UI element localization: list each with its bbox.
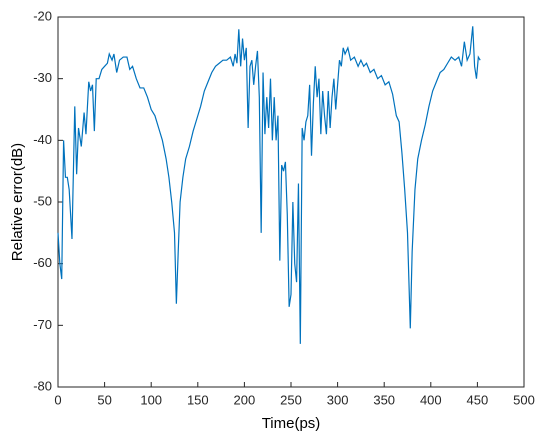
plot-frame (57, 16, 525, 388)
y-tick-label: -50 (33, 193, 52, 208)
x-tick-label: 200 (234, 392, 256, 407)
x-tick-label: 0 (54, 392, 61, 407)
data-line (57, 26, 481, 344)
x-tick-label: 450 (467, 392, 489, 407)
y-tick-label: -70 (33, 317, 52, 332)
y-tick-label: -30 (33, 70, 52, 85)
x-tick-label: 50 (97, 392, 111, 407)
x-tick-label: 150 (187, 392, 209, 407)
x-tick-label: 500 (513, 392, 535, 407)
x-tick-label: 400 (420, 392, 442, 407)
x-axis-label: Time(ps) (262, 415, 321, 432)
x-tick-label: 300 (327, 392, 349, 407)
x-tick-label: 250 (280, 392, 302, 407)
y-tick-label: -60 (33, 255, 52, 270)
y-tick-label: -40 (33, 132, 52, 147)
y-tick-label: -80 (33, 378, 52, 393)
y-axis-label: Relative error(dB) (9, 143, 26, 261)
y-tick-label: -20 (33, 8, 52, 23)
x-tick-label: 100 (140, 392, 162, 407)
x-tick-label: 350 (373, 392, 395, 407)
